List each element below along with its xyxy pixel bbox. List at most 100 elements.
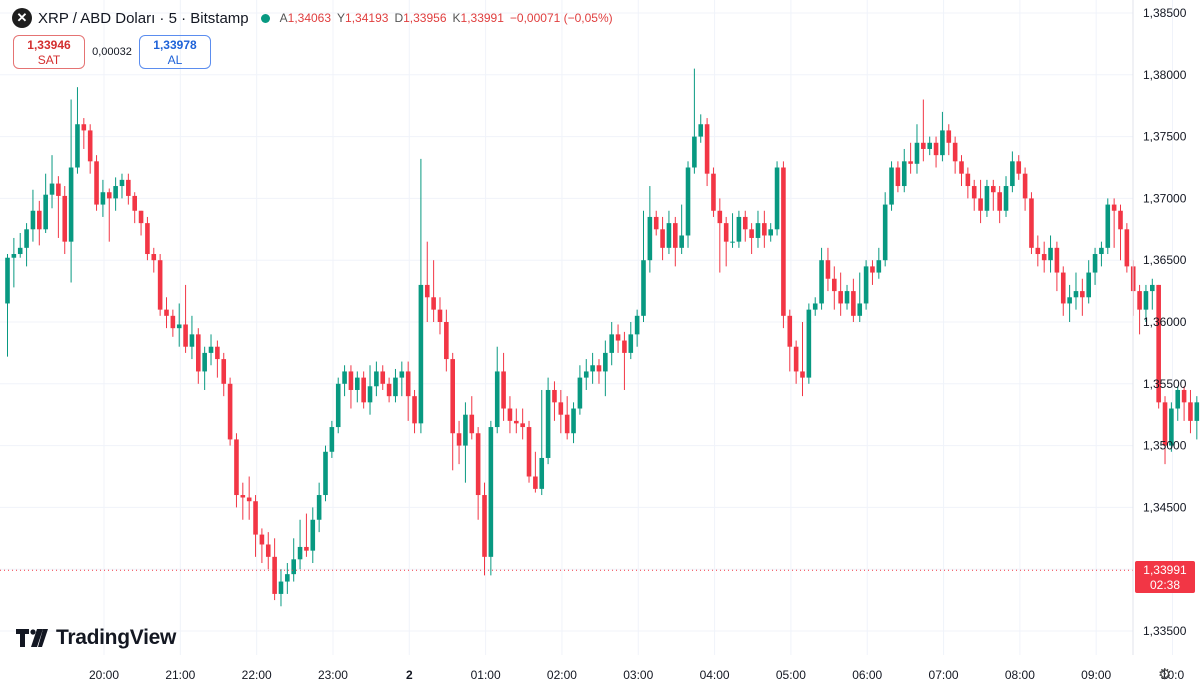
sell-button[interactable]: 1,33946 SAT (13, 35, 85, 69)
candle (571, 402, 576, 444)
time-tick-label: 22:00 (242, 668, 272, 682)
candle (106, 188, 112, 242)
price-change: −0,00071 (−0,05%) (509, 11, 613, 25)
candle (711, 167, 716, 217)
candle-body (1029, 198, 1034, 248)
price-tick-label: 1,38500 (1143, 6, 1187, 20)
candle-body (361, 377, 366, 403)
candle (653, 210, 659, 236)
trade-buttons: 1,33946 SAT 0,00032 1,33978 AL (13, 35, 211, 69)
candle (367, 365, 373, 415)
symbol-title[interactable]: XRP / ABD Doları · 5 · Bitstamp (38, 9, 249, 27)
candle-body (946, 130, 952, 143)
candle-body (335, 383, 341, 428)
candle (87, 124, 93, 174)
candle (634, 309, 640, 347)
ohlc-high: Y1,34193 (337, 11, 388, 25)
candle-body (1022, 173, 1028, 199)
price-tick-label: 1,33500 (1143, 624, 1187, 638)
price-tick-label: 1,37000 (1143, 191, 1187, 205)
candle (1067, 284, 1072, 322)
candle-body (234, 439, 239, 496)
candle (291, 538, 296, 582)
candle (329, 420, 335, 458)
candle-body (526, 427, 532, 477)
candle (355, 371, 360, 403)
candle-body (94, 161, 99, 205)
candle-body (583, 371, 589, 378)
time-tick-label: 21:00 (165, 668, 195, 682)
time-tick-label: 09:00 (1081, 668, 1111, 682)
candle-body (56, 183, 61, 196)
candle-body (685, 167, 691, 236)
candle (151, 247, 157, 273)
candle-body (380, 371, 386, 384)
candle (514, 408, 519, 434)
candle (933, 136, 939, 168)
candle (253, 495, 258, 557)
candle (176, 303, 182, 347)
candle (908, 142, 913, 174)
candle-body (1086, 272, 1091, 298)
candle-body (374, 371, 379, 387)
candle (94, 155, 99, 211)
candle-body (501, 371, 506, 409)
candle-body (297, 546, 303, 560)
candle-body (49, 183, 55, 195)
candle (507, 396, 513, 434)
candle-body (259, 534, 265, 545)
candle (1048, 235, 1053, 273)
candle-body (1092, 254, 1098, 273)
candle (666, 210, 672, 255)
candle (952, 136, 958, 174)
candle-body (520, 423, 525, 428)
time-axis[interactable]: 20:00 21:00 22:00 23:00 2 01:00 02:00 03:00 04:0… (89, 668, 1184, 682)
candle (564, 396, 570, 440)
tradingview-logo[interactable]: TradingView (16, 626, 176, 650)
ohlc-open: A1,34063 (280, 11, 331, 25)
candle (1029, 192, 1034, 255)
candle-body (81, 124, 87, 131)
candle (991, 179, 996, 211)
candle (81, 118, 87, 149)
candle (1092, 247, 1098, 285)
sell-label: SAT (37, 53, 61, 67)
candle-body (494, 371, 500, 428)
candle (603, 340, 608, 397)
candle (30, 189, 36, 242)
candle (609, 322, 614, 366)
settings-gear-icon[interactable]: ⚙ (1158, 666, 1172, 683)
candle (558, 389, 564, 434)
candle-body (889, 167, 894, 205)
candle-body (666, 223, 672, 248)
candle-body (673, 223, 678, 248)
candle (463, 402, 468, 483)
price-axis[interactable]: 1,335001,340001,345001,350001,355001,360… (1143, 6, 1187, 638)
candle-body (991, 186, 996, 193)
candle (927, 136, 932, 156)
buy-button[interactable]: 1,33978 AL (139, 35, 211, 69)
candle-body (170, 315, 176, 329)
candle (348, 365, 354, 409)
candle (755, 210, 761, 248)
candle (482, 482, 487, 576)
price-tick-label: 1,36500 (1143, 253, 1187, 267)
candle (126, 173, 131, 205)
candle-body (825, 260, 831, 279)
candle-body (768, 229, 773, 236)
candle-body (342, 371, 347, 384)
candle (380, 365, 386, 390)
candle (685, 161, 691, 248)
candle (1003, 176, 1009, 217)
candle-body (577, 377, 583, 409)
candle (704, 118, 710, 187)
candle (774, 161, 780, 236)
candle (742, 210, 748, 242)
candle-body (151, 254, 157, 261)
candle (622, 331, 627, 390)
candle-body (921, 142, 926, 149)
xrp-icon[interactable]: ✕ (12, 8, 32, 28)
candle-body (355, 377, 360, 390)
candle-body (959, 161, 964, 174)
